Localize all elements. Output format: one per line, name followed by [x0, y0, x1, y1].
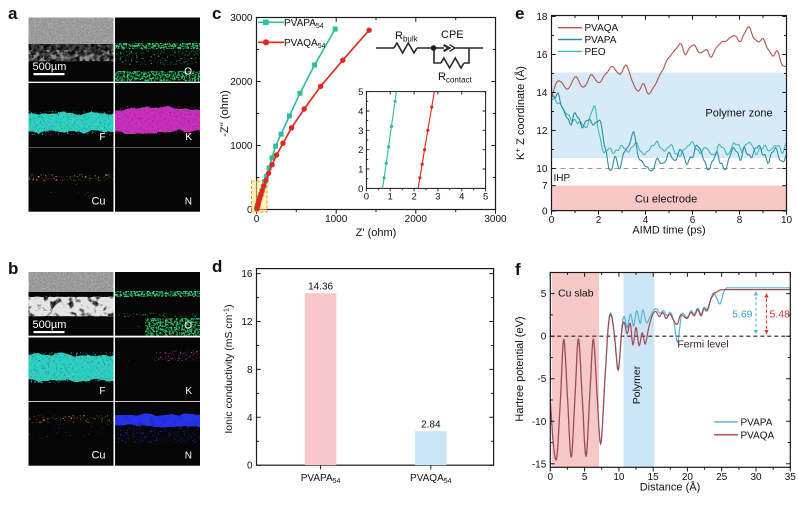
svg-text:4: 4: [643, 215, 649, 226]
svg-text:-10: -10: [532, 417, 547, 428]
svg-text:PVAPA: PVAPA: [741, 417, 773, 428]
svg-text:2000: 2000: [230, 77, 253, 88]
svg-text:16: 16: [536, 50, 548, 61]
svg-text:e: e: [515, 4, 524, 23]
svg-text:a: a: [8, 4, 18, 23]
svg-text:PVAQA: PVAQA: [585, 23, 619, 34]
svg-text:1000: 1000: [325, 214, 348, 225]
svg-text:IHP: IHP: [554, 173, 571, 184]
svg-text:PEO: PEO: [585, 47, 606, 58]
svg-text:3: 3: [358, 126, 363, 137]
svg-text:0: 0: [541, 332, 547, 343]
svg-text:Z' (ohm): Z' (ohm): [356, 227, 397, 239]
svg-text:N: N: [185, 451, 192, 462]
svg-text:CPE: CPE: [441, 29, 464, 41]
svg-text:12: 12: [536, 126, 548, 137]
svg-text:Ionic conductivity (mS cm-1): Ionic conductivity (mS cm-1): [222, 304, 236, 433]
svg-text:0: 0: [254, 214, 260, 225]
svg-text:2: 2: [596, 215, 602, 226]
svg-text:AIMD time (ps): AIMD time (ps): [632, 225, 705, 237]
svg-text:c: c: [212, 4, 221, 23]
svg-text:20: 20: [682, 472, 694, 483]
svg-text:8: 8: [247, 365, 253, 376]
svg-text:b: b: [8, 259, 18, 278]
svg-text:K: K: [185, 132, 192, 143]
svg-text:30: 30: [750, 472, 762, 483]
svg-text:500µm: 500µm: [33, 319, 67, 331]
svg-text:2.84: 2.84: [421, 420, 441, 431]
svg-text:Distance (Å): Distance (Å): [640, 481, 701, 494]
svg-text:0: 0: [247, 205, 253, 216]
svg-text:Cu slab: Cu slab: [558, 288, 594, 300]
svg-text:PVAQA54: PVAQA54: [284, 38, 326, 50]
svg-text:5.48: 5.48: [770, 309, 791, 321]
svg-text:1: 1: [388, 191, 393, 202]
svg-text:1000: 1000: [230, 141, 253, 152]
svg-text:16: 16: [241, 269, 253, 280]
svg-text:PVAPA: PVAPA: [585, 35, 617, 46]
svg-text:O: O: [184, 67, 192, 78]
svg-text:12: 12: [241, 317, 253, 328]
svg-text:7: 7: [542, 181, 548, 192]
svg-text:10: 10: [781, 215, 793, 226]
svg-text:0: 0: [358, 184, 363, 195]
svg-text:F: F: [99, 386, 105, 397]
svg-text:N: N: [185, 197, 192, 208]
svg-text:8: 8: [737, 215, 743, 226]
svg-text:10: 10: [613, 472, 625, 483]
svg-text:10: 10: [536, 164, 548, 175]
svg-text:5: 5: [582, 472, 588, 483]
svg-text:Cu electrode: Cu electrode: [635, 194, 697, 206]
svg-text:PVAQA: PVAQA: [741, 430, 775, 441]
svg-text:14.36: 14.36: [308, 282, 333, 293]
svg-text:18: 18: [536, 12, 548, 23]
svg-text:f: f: [515, 260, 521, 279]
svg-text:6: 6: [690, 215, 696, 226]
svg-text:d: d: [212, 257, 222, 276]
svg-text:2000: 2000: [405, 214, 428, 225]
svg-text:25: 25: [716, 472, 728, 483]
svg-text:5: 5: [358, 87, 363, 98]
svg-text:K+ Z coordinate (Å): K+ Z coordinate (Å): [514, 66, 528, 160]
svg-text:14: 14: [536, 88, 548, 99]
svg-text:-15: -15: [532, 459, 547, 470]
svg-text:Cu: Cu: [91, 450, 105, 462]
svg-text:0: 0: [364, 191, 369, 202]
svg-text:4: 4: [459, 191, 464, 202]
svg-text:Cu: Cu: [91, 196, 105, 208]
svg-text:4: 4: [247, 413, 253, 424]
svg-text:2: 2: [358, 145, 363, 156]
svg-text:1: 1: [358, 165, 363, 176]
svg-text:5: 5: [483, 191, 488, 202]
svg-text:3000: 3000: [484, 214, 507, 225]
svg-text:-Z'' (ohm): -Z'' (ohm): [219, 90, 231, 136]
svg-text:PVAPA54: PVAPA54: [284, 18, 324, 30]
svg-text:500µm: 500µm: [33, 61, 67, 73]
svg-text:Polymer: Polymer: [631, 365, 643, 404]
svg-text:PVAQA54: PVAQA54: [410, 473, 452, 485]
svg-text:3000: 3000: [230, 13, 253, 24]
svg-text:35: 35: [785, 472, 797, 483]
svg-text:0: 0: [247, 461, 253, 472]
svg-text:F: F: [99, 132, 105, 143]
svg-text:PVAPA54: PVAPA54: [301, 473, 341, 485]
svg-text:0: 0: [548, 472, 554, 483]
svg-text:15: 15: [648, 472, 660, 483]
svg-text:5: 5: [541, 289, 547, 300]
svg-text:K: K: [185, 386, 192, 397]
svg-text:O: O: [184, 321, 192, 332]
svg-text:4: 4: [358, 107, 363, 118]
svg-text:0: 0: [549, 215, 555, 226]
svg-text:2: 2: [411, 191, 416, 202]
svg-text:-5: -5: [537, 374, 546, 385]
svg-text:3: 3: [435, 191, 440, 202]
svg-text:0: 0: [542, 207, 548, 218]
svg-text:Fermi level: Fermi level: [677, 339, 728, 351]
svg-text:5.69: 5.69: [732, 309, 753, 321]
svg-text:Polymer zone: Polymer zone: [705, 108, 772, 120]
svg-text:Hartree potential (eV): Hartree potential (eV): [514, 316, 526, 421]
